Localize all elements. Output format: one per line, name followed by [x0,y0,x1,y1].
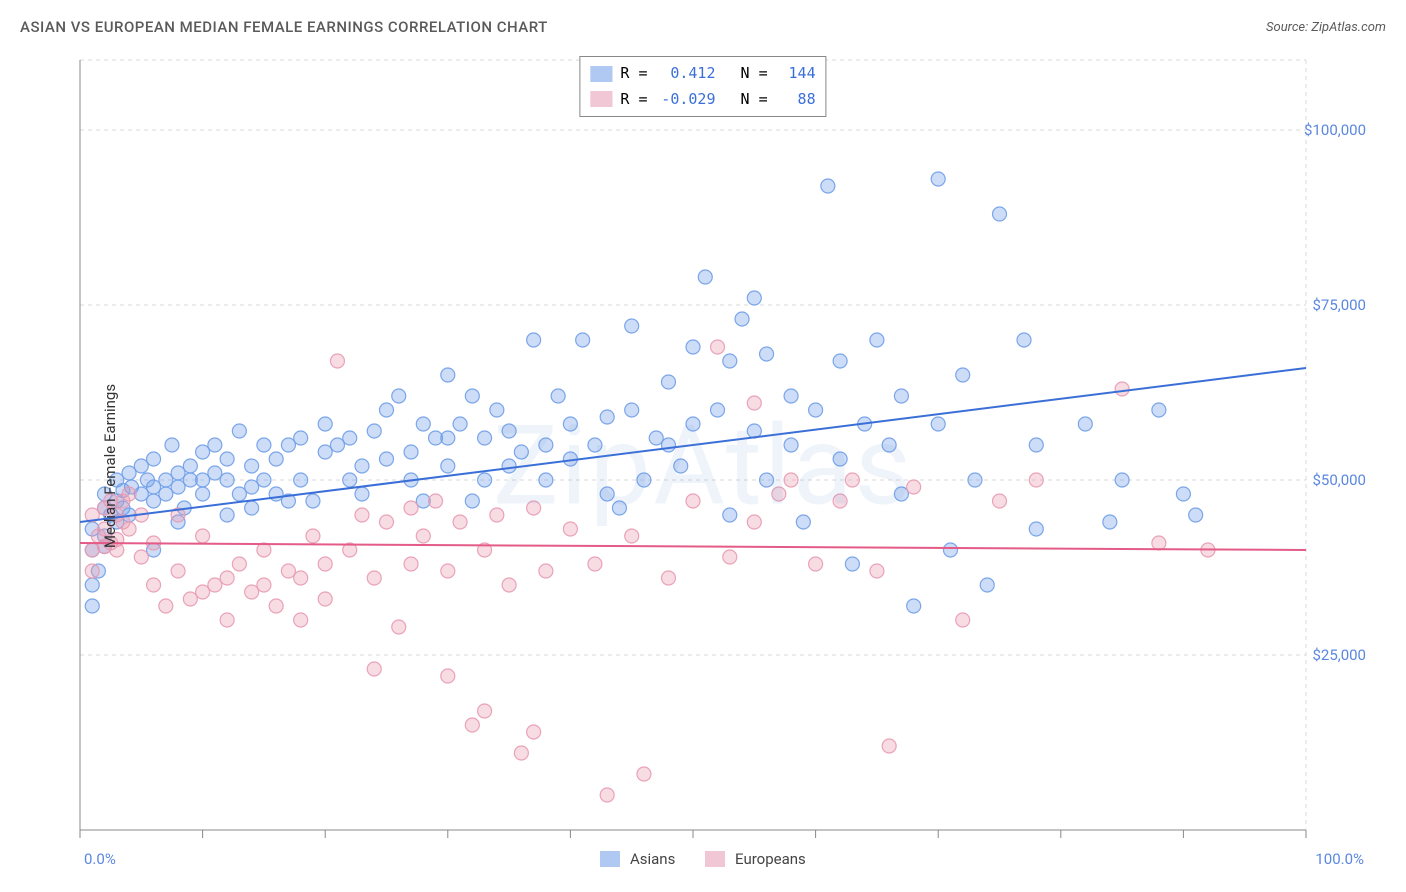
stats-legend: R = 0.412 N = 144 R = -0.029 N = 88 [579,56,826,117]
legend-label: Asians [630,850,675,868]
stat-n-value: 88 [776,87,816,113]
bottom-legend: Asians Europeans [20,850,1386,868]
legend-swatch-asians [590,66,612,82]
stat-r-value: -0.029 [655,87,715,113]
legend-swatch-asians [600,851,620,867]
source-label: Source: ZipAtlas.com [1266,20,1386,35]
legend-swatch-europeans [705,851,725,867]
y-tick-label: $50,000 [1312,471,1366,489]
scatter-chart [20,50,1386,870]
stat-label-n: N = [741,61,768,87]
legend-item-europeans: Europeans [705,850,805,868]
stats-row-asians: R = 0.412 N = 144 [590,61,815,87]
legend-label: Europeans [735,850,806,868]
chart-container: Median Female Earnings ZipAtlas $100,000… [20,50,1386,882]
y-tick-label: $100,000 [1304,121,1366,139]
stats-row-europeans: R = -0.029 N = 88 [590,87,815,113]
stat-label-r: R = [620,87,647,113]
legend-item-asians: Asians [600,850,675,868]
y-tick-label: $25,000 [1312,646,1366,664]
stat-label-r: R = [620,61,647,87]
stat-n-value: 144 [776,61,816,87]
stat-label-n: N = [741,87,768,113]
y-axis-label: Median Female Earnings [101,384,119,548]
stat-r-value: 0.412 [655,61,715,87]
y-tick-label: $75,000 [1312,296,1366,314]
chart-title: ASIAN VS EUROPEAN MEDIAN FEMALE EARNINGS… [20,18,548,36]
legend-swatch-europeans [590,91,612,107]
